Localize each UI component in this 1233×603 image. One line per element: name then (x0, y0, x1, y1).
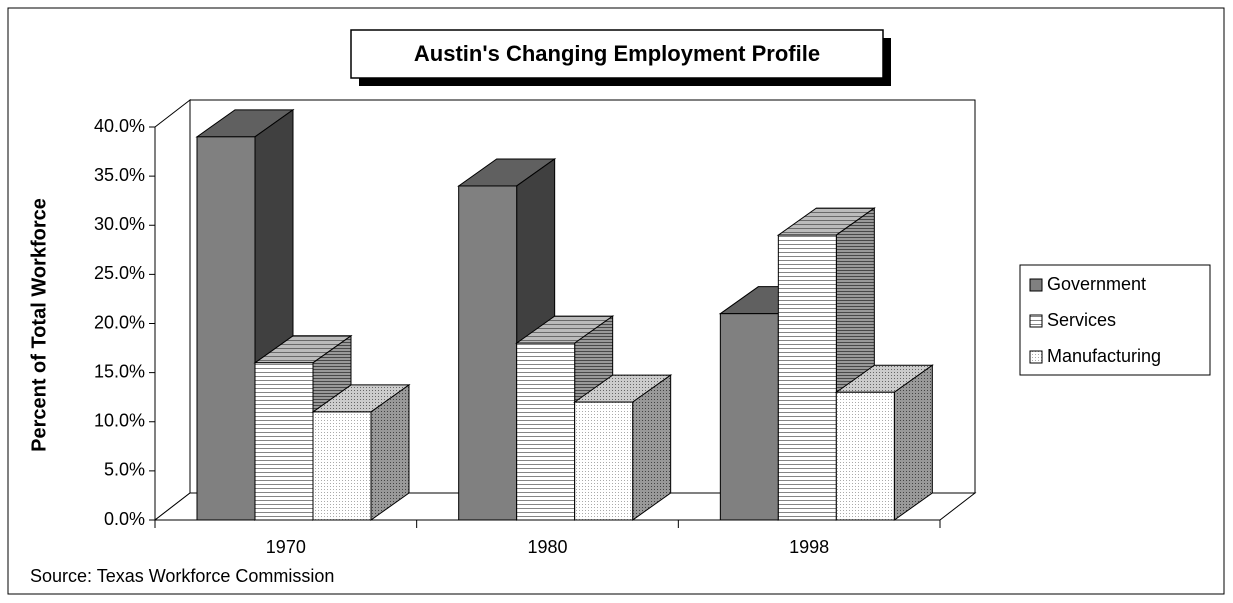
title-box (350, 29, 884, 79)
legend-swatch (1029, 350, 1043, 364)
y-tick-label: 10.0% (94, 411, 145, 431)
chart-title: Austin's Changing Employment Profile (414, 41, 820, 66)
x-tick-label: 1998 (789, 537, 829, 557)
bar (574, 401, 634, 521)
x-tick-label: 1970 (266, 537, 306, 557)
y-axis-label: Percent of Total Workforce (28, 198, 50, 452)
bar (196, 136, 256, 521)
y-tick-label: 5.0% (104, 460, 145, 480)
bar (516, 342, 576, 521)
bar (719, 313, 779, 521)
source-note: Source: Texas Workforce Commission (30, 566, 334, 586)
legend (1019, 264, 1211, 376)
legend-swatch (1029, 278, 1043, 292)
side-wall (154, 98, 191, 522)
y-tick-label: 30.0% (94, 214, 145, 234)
bar (777, 234, 837, 521)
y-tick-label: 35.0% (94, 165, 145, 185)
bar (835, 391, 895, 521)
y-tick-label: 0.0% (104, 509, 145, 529)
y-tick-label: 15.0% (94, 361, 145, 381)
bar (254, 362, 314, 521)
bar-side (893, 364, 933, 521)
bar (458, 185, 518, 521)
x-tick-label: 1980 (527, 537, 567, 557)
y-tick-label: 20.0% (94, 312, 145, 332)
bar (312, 411, 372, 521)
legend-swatch (1029, 314, 1043, 328)
legend-label: Manufacturing (1047, 346, 1161, 366)
legend-label: Services (1047, 310, 1116, 330)
y-tick-label: 40.0% (94, 116, 145, 136)
legend-label: Government (1047, 274, 1146, 294)
y-tick-label: 25.0% (94, 263, 145, 283)
